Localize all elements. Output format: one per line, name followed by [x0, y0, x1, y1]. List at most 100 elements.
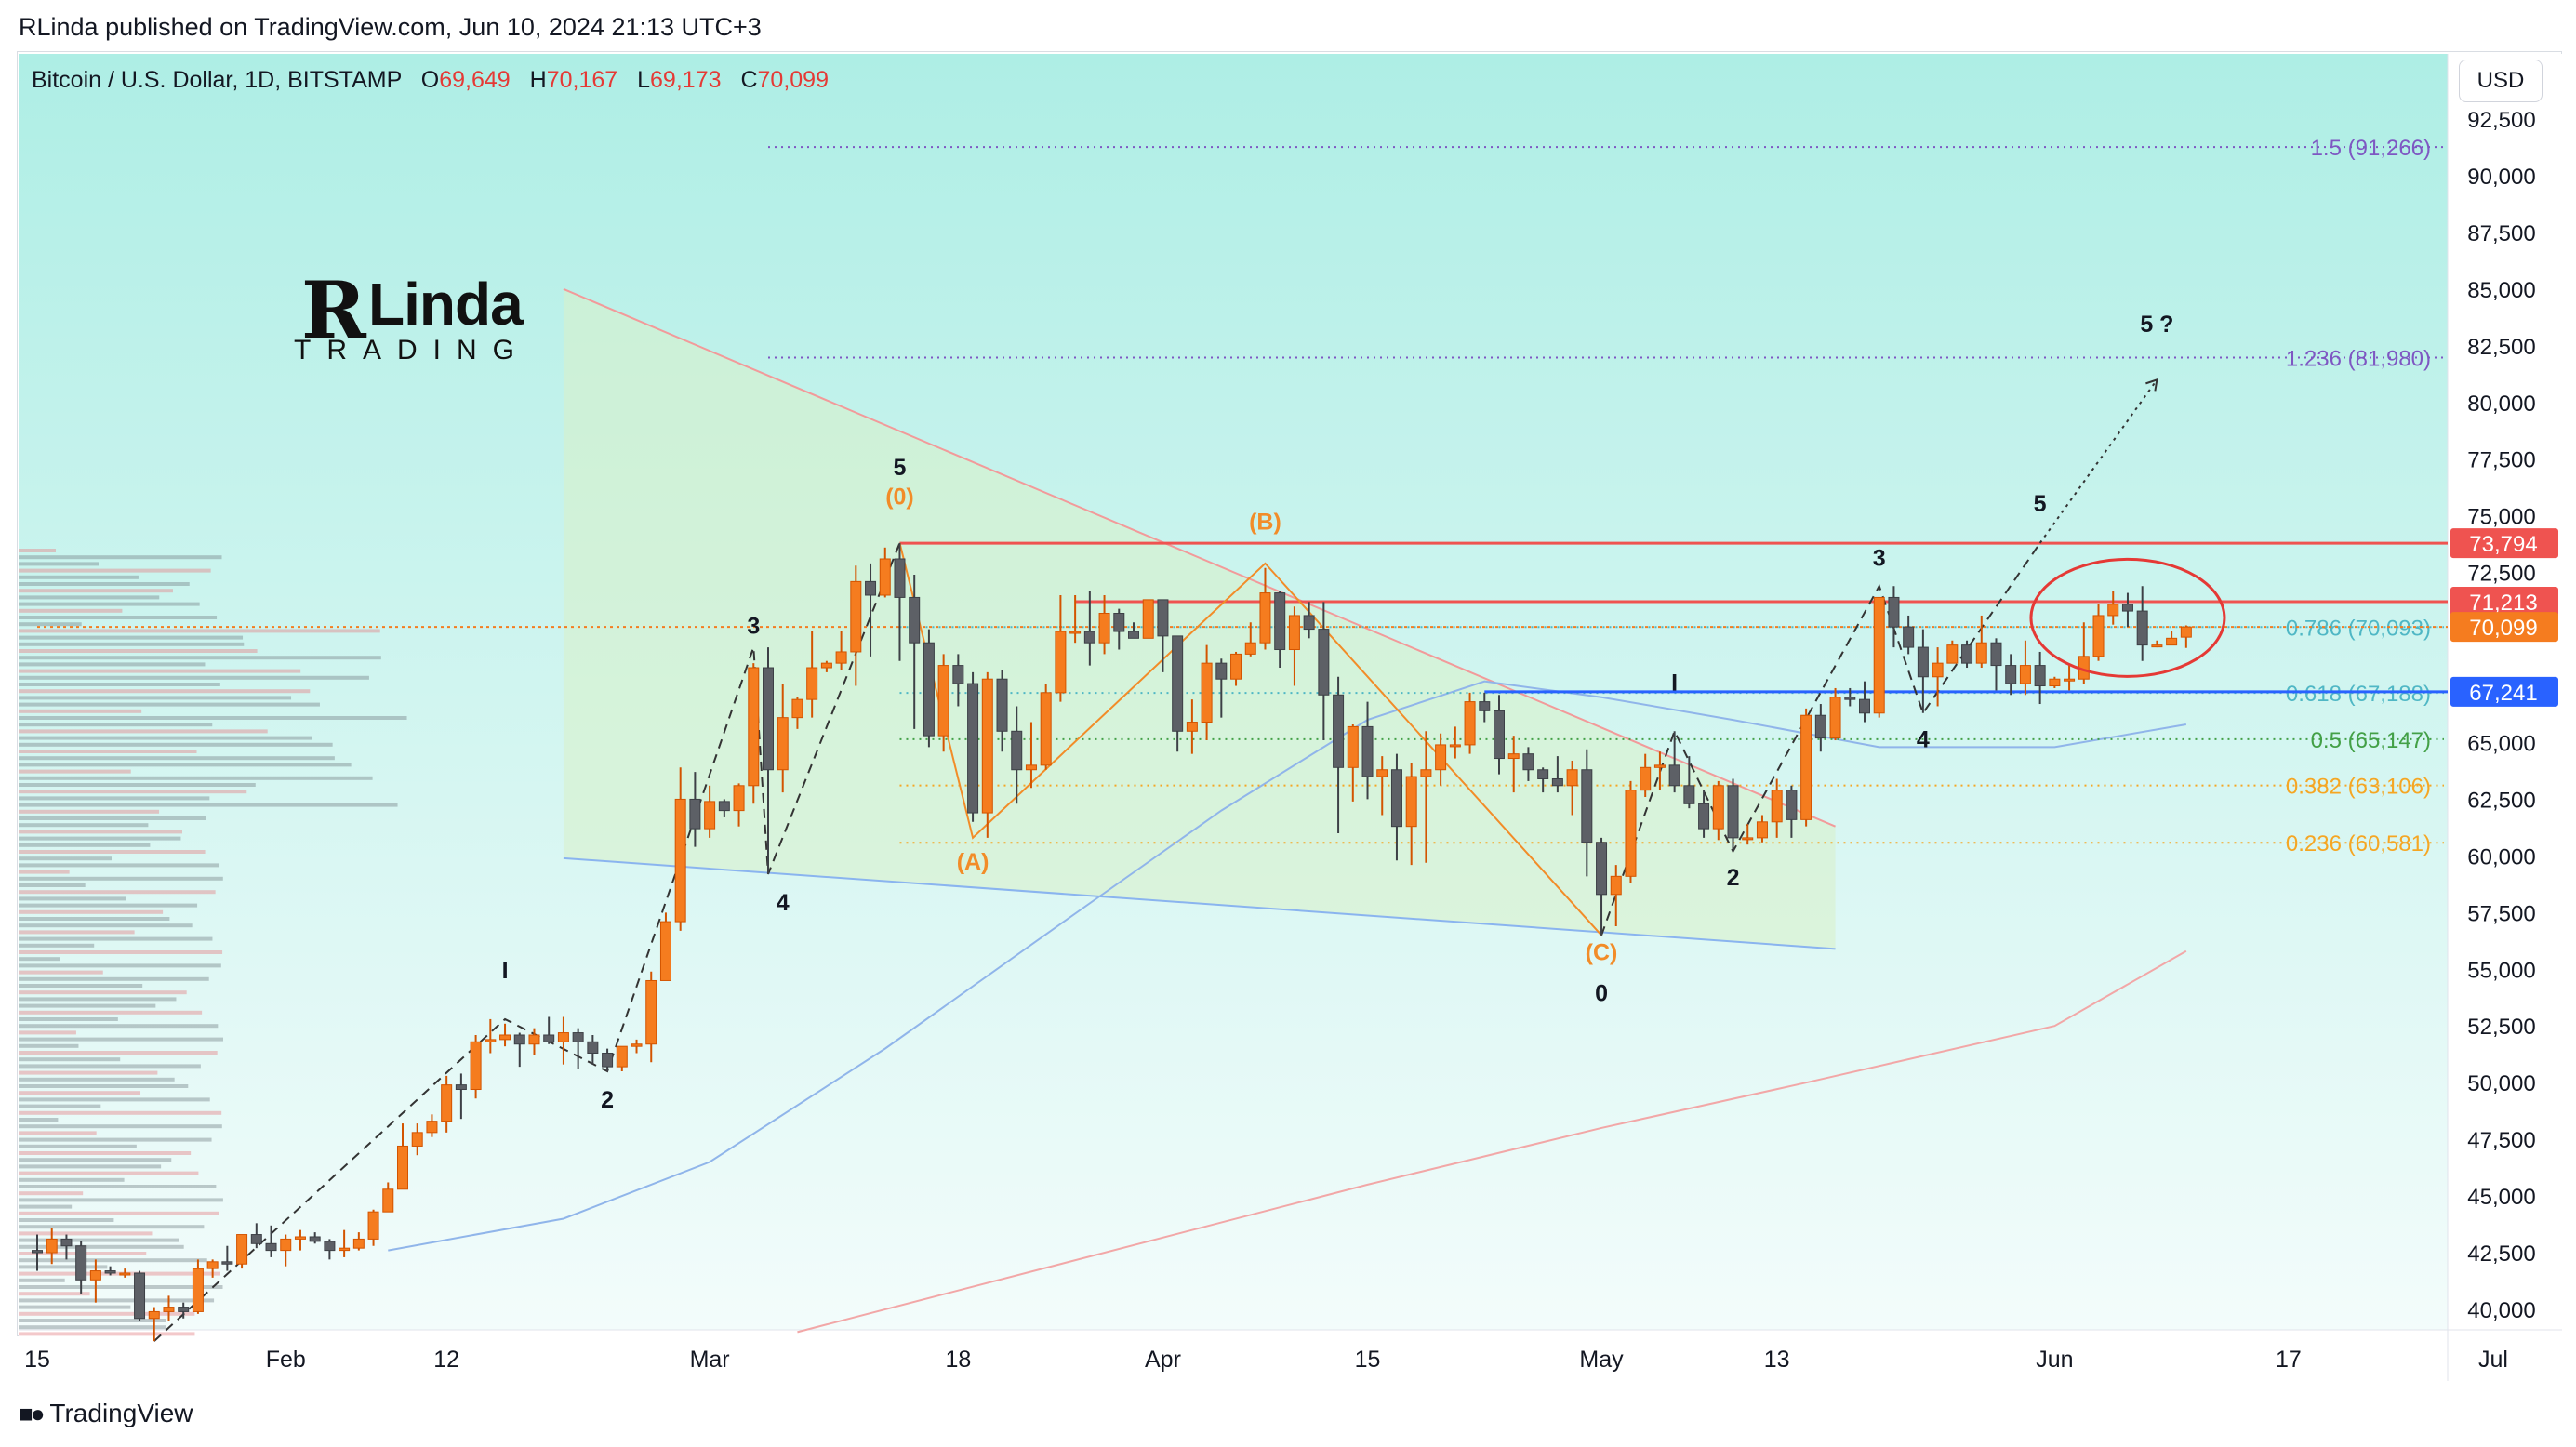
- price-label-box: [2450, 586, 2558, 617]
- fib-level-label: 0.382 (63,106): [2286, 775, 2431, 800]
- symbol-name[interactable]: Bitcoin / U.S. Dollar, 1D, BITSTAMP: [32, 67, 402, 93]
- candle: [2107, 591, 2119, 625]
- candle-body: [1888, 596, 1900, 628]
- symbol-legend[interactable]: Bitcoin / U.S. Dollar, 1D, BITSTAMP O69,…: [32, 67, 829, 94]
- fib-level-label: 0.236 (60,581): [2286, 831, 2431, 856]
- volume-profile-bar: [19, 1097, 210, 1102]
- candle: [2034, 651, 2046, 705]
- candle: [46, 1228, 58, 1265]
- x-axis-tick-label: Apr: [1145, 1347, 1181, 1373]
- candle-body: [791, 698, 803, 719]
- candles: [32, 542, 2192, 1342]
- wave-label: I: [502, 958, 509, 984]
- volume-profile-bar: [19, 1043, 79, 1048]
- wave-label: 5 ?: [2140, 312, 2173, 338]
- candle-body: [1727, 785, 1739, 839]
- tradingview-wordmark: TradingView: [49, 1399, 193, 1427]
- candle: [1844, 687, 1856, 707]
- volume-profile-bar: [19, 1084, 189, 1088]
- candle-body: [1011, 730, 1023, 771]
- candle-body: [104, 1270, 116, 1274]
- candle: [543, 1016, 555, 1044]
- candle-body: [119, 1272, 131, 1276]
- volume-profile-bar: [19, 1311, 195, 1316]
- candle-body: [1698, 803, 1710, 830]
- volume-profile-bar: [19, 1325, 166, 1330]
- y-axis-tick-label: 85,000: [2467, 278, 2535, 303]
- candle-body: [441, 1084, 453, 1122]
- candle: [163, 1295, 175, 1321]
- candle-body: [1172, 635, 1184, 732]
- candle-body: [1083, 631, 1095, 644]
- candle-body: [470, 1041, 482, 1091]
- candle-body: [367, 1211, 379, 1240]
- wave-label: I: [1671, 670, 1678, 696]
- candle: [1040, 684, 1052, 770]
- volume-profile-bar: [19, 702, 320, 707]
- volume-profile-bar: [19, 1037, 223, 1042]
- candle: [952, 654, 964, 707]
- volume-profile-bar: [19, 1231, 153, 1236]
- volume-profile-bar: [19, 1218, 114, 1222]
- candle: [1449, 726, 1461, 759]
- candle-body: [1361, 725, 1374, 777]
- candle-body: [1274, 592, 1286, 651]
- candle-body: [1771, 790, 1783, 823]
- candle-body: [280, 1238, 292, 1252]
- fib-level-label: 0.786 (70,093): [2286, 616, 2431, 641]
- candle-body: [1055, 631, 1067, 694]
- candle-body: [835, 651, 847, 664]
- volume-profile-bar: [19, 649, 258, 653]
- volume-profile-bar: [19, 1158, 172, 1162]
- candle: [1288, 606, 1300, 686]
- y-axis-tick-label: 52,500: [2467, 1015, 2535, 1040]
- candle: [763, 647, 774, 874]
- volume-profile-bar: [19, 1285, 223, 1289]
- currency-button[interactable]: USD: [2459, 60, 2543, 102]
- candle: [791, 697, 803, 729]
- candle-body: [2049, 678, 2061, 687]
- candle: [1479, 692, 1491, 723]
- candle: [426, 1114, 438, 1137]
- highlight-circle: [2029, 557, 2226, 678]
- candle-body: [967, 683, 979, 814]
- candle: [1303, 602, 1315, 639]
- candle: [1712, 780, 1724, 841]
- candle: [1142, 599, 1154, 639]
- volume-profile: [19, 549, 407, 1336]
- candle: [967, 671, 979, 822]
- volume-profile-bar: [19, 642, 245, 646]
- candle-body: [1537, 769, 1549, 779]
- tradingview-footer[interactable]: ■● TradingView: [19, 1399, 193, 1428]
- candle-body: [733, 785, 745, 812]
- candle-body: [894, 558, 906, 598]
- candle-body: [485, 1039, 497, 1042]
- candle-body: [850, 580, 862, 653]
- volume-profile-bar: [19, 917, 170, 921]
- candle-body: [1946, 644, 1959, 664]
- candle-body: [689, 798, 701, 830]
- candle: [1888, 586, 1900, 648]
- candle: [1011, 706, 1023, 804]
- candle-body: [250, 1234, 262, 1244]
- volume-profile-bar: [19, 1332, 195, 1336]
- candle-body: [206, 1261, 219, 1269]
- candle: [499, 1023, 511, 1047]
- volume-profile-bar: [19, 1265, 108, 1269]
- candle-body: [1128, 631, 1139, 639]
- candle: [1625, 780, 1637, 883]
- wave-label: 2: [1727, 865, 1740, 891]
- candle-body: [1142, 599, 1154, 639]
- volume-profile-bar: [19, 1051, 218, 1055]
- candle-body: [1653, 764, 1666, 768]
- candle: [265, 1225, 277, 1257]
- candle-body: [178, 1307, 190, 1312]
- y-axis-tick-label: 55,000: [2467, 958, 2535, 983]
- volume-profile-bar: [19, 1091, 141, 1095]
- candle: [674, 767, 686, 931]
- candle-body: [1829, 697, 1841, 739]
- candle: [1390, 753, 1402, 861]
- candle: [1946, 640, 1959, 664]
- volume-profile-bar: [19, 1024, 219, 1029]
